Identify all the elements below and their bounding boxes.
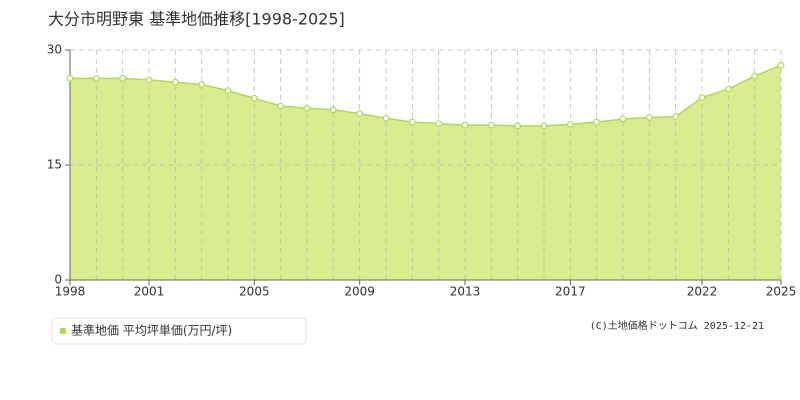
legend-label: 基準地価 平均坪単価(万円/坪) (71, 323, 232, 338)
x-tick-label: 2005 (239, 285, 270, 299)
data-point (724, 85, 732, 93)
data-point (619, 115, 627, 123)
data-point (751, 72, 759, 80)
x-tick-label: 1998 (55, 285, 86, 299)
x-tick-label: 2013 (450, 285, 481, 299)
data-point (645, 114, 653, 121)
data-point (356, 110, 364, 118)
data-point (777, 61, 785, 69)
y-tick-label: 15 (47, 158, 62, 172)
y-tick-label: 30 (47, 43, 62, 57)
x-tick-label: 2001 (134, 285, 165, 299)
x-tick-label: 2017 (555, 285, 586, 299)
y-tick-label: 0 (54, 273, 62, 287)
data-point (198, 81, 206, 88)
data-point (303, 104, 311, 112)
copyright: (C)土地価格ドットコム 2025-12-21 (590, 319, 764, 332)
data-point (435, 120, 443, 127)
data-point (540, 122, 548, 130)
data-point (277, 102, 285, 110)
data-point (171, 78, 179, 86)
x-tick-label: 2022 (687, 285, 718, 299)
data-point (382, 114, 390, 122)
data-point (461, 121, 469, 129)
data-point (593, 118, 601, 126)
chart-title: 大分市明野東 基準地価推移[1998-2025] (48, 10, 345, 29)
data-point (566, 120, 574, 128)
legend-swatch (60, 328, 66, 334)
data-point (250, 94, 258, 102)
data-point (92, 74, 100, 82)
legend-box (51, 317, 307, 345)
x-tick-label: 2009 (344, 285, 375, 299)
data-point (487, 121, 495, 129)
data-point (408, 118, 416, 126)
area (70, 65, 781, 280)
data-point (672, 113, 680, 121)
line (70, 64, 782, 127)
data-point (145, 76, 153, 84)
data-point (119, 74, 127, 82)
data-point (66, 74, 74, 82)
x-tick-label: 2025 (766, 285, 797, 299)
data-point (698, 94, 706, 101)
data-point (514, 122, 522, 130)
data-point (329, 106, 337, 114)
data-point (224, 87, 232, 95)
